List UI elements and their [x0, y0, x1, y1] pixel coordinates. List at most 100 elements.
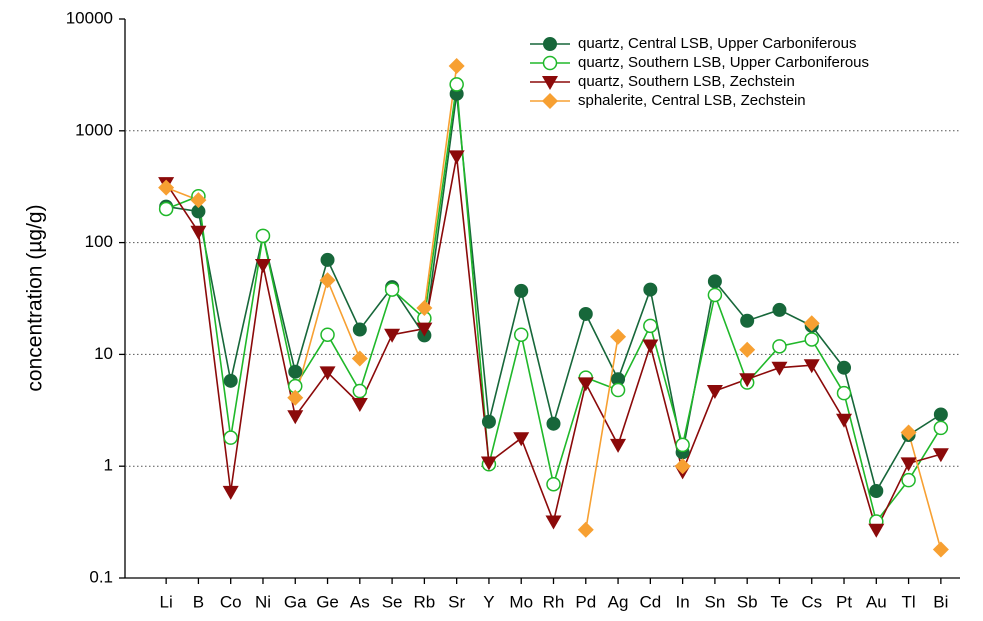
x-tick-label: Sb — [737, 592, 758, 611]
data-point — [642, 339, 659, 354]
data-point — [836, 413, 853, 428]
x-tick-label: As — [350, 592, 370, 611]
data-point — [739, 373, 756, 388]
data-point — [868, 523, 885, 538]
data-point — [803, 359, 820, 374]
data-point — [416, 300, 433, 317]
legend-label: quartz, Central LSB, Upper Carboniferous — [578, 35, 856, 52]
data-point — [158, 179, 175, 196]
legend-marker — [543, 37, 557, 51]
data-point — [223, 430, 238, 445]
data-point — [643, 318, 658, 334]
data-point — [352, 322, 367, 337]
x-tick-label: Rh — [543, 592, 565, 611]
y-tick-label: 0.1 — [89, 567, 113, 586]
y-tick-label: 1000 — [75, 120, 113, 139]
legend-label: quartz, Southern LSB, Zechstein — [578, 73, 795, 90]
x-tick-label: Y — [483, 592, 494, 611]
x-tick-label: Sr — [448, 592, 465, 611]
data-point — [319, 366, 336, 381]
data-point — [933, 407, 948, 422]
data-point — [351, 350, 368, 367]
x-tick-label: Ni — [255, 592, 271, 611]
x-tick-label: Co — [220, 592, 242, 611]
data-point — [351, 398, 368, 413]
x-tick-label: In — [676, 592, 690, 611]
y-axis-label: concentration (µg/g) — [24, 204, 47, 391]
x-tick-label: Se — [382, 592, 403, 611]
data-point — [287, 389, 304, 406]
data-point — [900, 424, 917, 441]
data-point — [577, 521, 594, 538]
data-point — [254, 259, 271, 274]
data-point — [772, 339, 787, 354]
x-tick-label: Ge — [316, 592, 339, 611]
data-point — [836, 385, 852, 401]
x-tick-label: Cs — [801, 592, 822, 611]
data-point — [837, 360, 852, 375]
data-point — [932, 448, 949, 463]
data-point — [158, 201, 174, 217]
legend-marker — [542, 93, 558, 109]
y-tick-label: 100 — [85, 232, 113, 251]
data-point — [448, 57, 465, 74]
data-point — [481, 414, 496, 429]
series-line — [166, 93, 942, 494]
data-point — [869, 484, 884, 499]
data-point — [610, 438, 627, 453]
data-point — [674, 458, 691, 475]
data-point — [319, 272, 336, 289]
data-point — [190, 192, 207, 209]
data-point — [384, 282, 400, 297]
data-point — [320, 252, 335, 267]
legend-label: sphalerite, Central LSB, Zechstein — [578, 92, 806, 109]
x-tick-label: Mo — [509, 592, 533, 611]
data-point — [675, 437, 690, 453]
y-tick-label: 1 — [104, 456, 113, 475]
data-point — [932, 541, 949, 558]
x-tick-label: Te — [770, 592, 788, 611]
data-point — [610, 328, 627, 345]
data-point — [287, 410, 304, 425]
x-tick-label: Au — [866, 592, 887, 611]
x-tick-label: Bi — [933, 592, 948, 611]
data-point — [514, 283, 529, 298]
data-point — [740, 313, 755, 328]
data-point — [546, 476, 561, 492]
data-point — [610, 382, 626, 398]
x-tick-label: Cd — [639, 592, 661, 611]
x-tick-label: Sn — [705, 592, 726, 611]
legend-marker — [542, 55, 558, 71]
data-point — [223, 373, 238, 388]
y-tick-label: 10000 — [66, 8, 113, 27]
data-point — [772, 302, 787, 317]
y-tick-label: 10 — [94, 344, 113, 363]
data-point — [771, 361, 788, 376]
data-point — [577, 377, 594, 392]
data-point — [384, 328, 401, 343]
data-point — [546, 416, 561, 431]
x-tick-label: Ga — [284, 592, 307, 611]
x-tick-label: Tl — [901, 592, 915, 611]
series-line — [165, 65, 942, 550]
x-tick-label: Rb — [414, 592, 436, 611]
data-point — [222, 485, 239, 500]
x-tick-label: Ag — [608, 592, 629, 611]
legend-label: quartz, Southern LSB, Upper Carboniferou… — [578, 54, 869, 71]
data-point — [933, 420, 949, 436]
data-point — [643, 282, 658, 297]
data-point — [255, 228, 271, 244]
x-tick-label: Pd — [575, 592, 596, 611]
data-point — [900, 457, 917, 472]
data-point — [901, 472, 916, 488]
data-point — [803, 315, 820, 332]
data-point — [416, 322, 433, 337]
data-point — [739, 341, 756, 358]
data-point — [707, 287, 723, 303]
series-line — [165, 84, 942, 524]
data-point — [480, 456, 497, 471]
data-point — [288, 364, 303, 379]
data-point — [706, 385, 723, 400]
data-point — [190, 225, 207, 240]
